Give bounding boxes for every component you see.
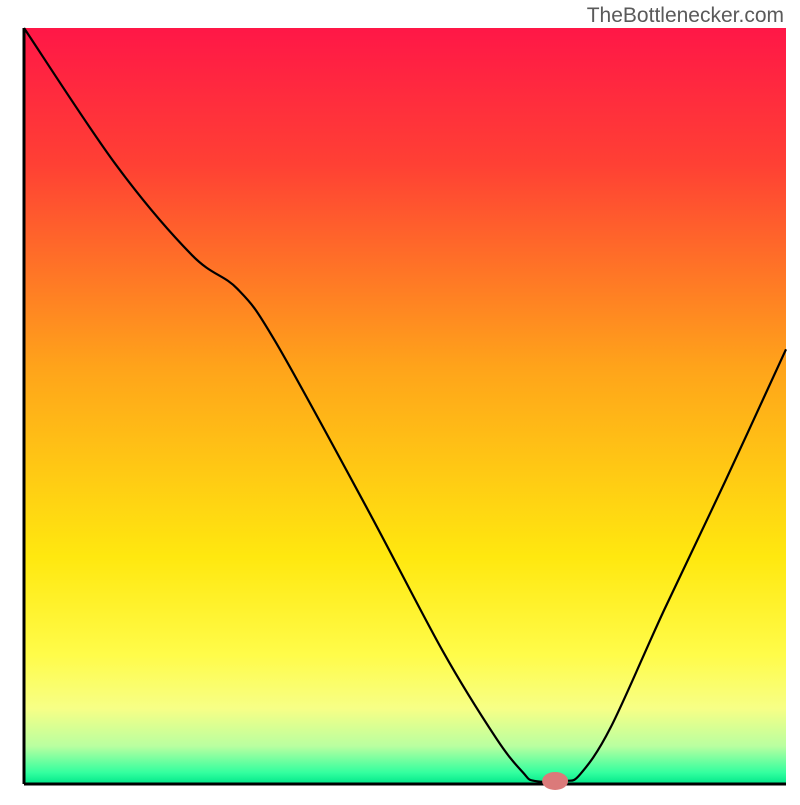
plot-background [24,28,786,784]
optimal-point-marker [542,772,568,790]
bottleneck-chart: TheBottlenecker.com [0,0,800,800]
chart-svg [0,0,800,800]
watermark-text: TheBottlenecker.com [587,4,784,28]
